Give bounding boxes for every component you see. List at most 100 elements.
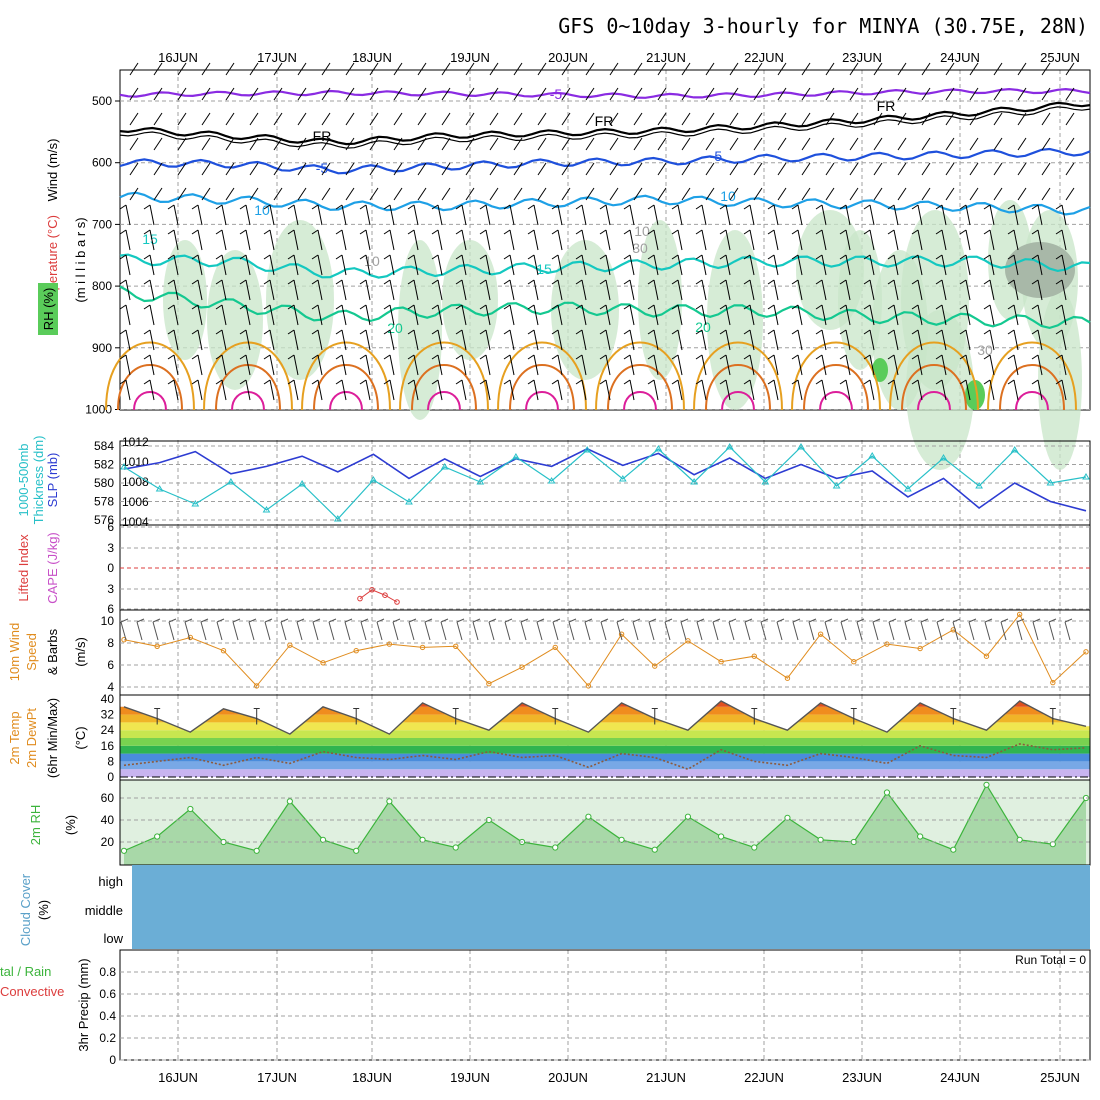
wind-barb [677, 229, 683, 251]
wind-barb-flag [767, 254, 775, 260]
wind-barb [773, 279, 779, 301]
wind-barb-flag [479, 204, 487, 210]
warm-contour [117, 364, 183, 411]
wind-barb [825, 187, 835, 201]
wind-barb [437, 229, 443, 251]
wind-barb-flag [1055, 329, 1063, 335]
wind-barb-flag [479, 379, 487, 385]
wind-barb-flag [287, 254, 295, 260]
wind-barb-flag [527, 379, 535, 385]
wind-barb [777, 62, 787, 76]
wind-barb-flag [647, 204, 655, 210]
wind10-barb-flag [1016, 618, 1025, 623]
wind-barb-flag [335, 279, 343, 285]
wind-barb [273, 112, 283, 126]
warm-contour [803, 364, 869, 411]
wind-barb-flag [767, 354, 775, 360]
wind-barb [681, 87, 691, 101]
bottom-date-label: 18JUN [352, 1070, 392, 1085]
wind-barb-flag [959, 329, 967, 335]
wind-barb-flag [551, 304, 559, 310]
wind10-barb [328, 621, 335, 641]
wind-barb [657, 112, 667, 126]
wind-barb [1013, 229, 1019, 251]
rh2m-tick-label: 60 [101, 791, 115, 805]
wind-barb-flag [455, 379, 463, 385]
wind-barb [437, 254, 443, 276]
wind10-barb-flag [1048, 618, 1057, 623]
wind-barb [797, 204, 803, 226]
wind-barb [941, 304, 947, 326]
warm-contour [693, 341, 783, 411]
wind-barb [701, 304, 707, 326]
wind-barb [989, 354, 995, 376]
wind10-barb [488, 621, 495, 641]
wind-barb-flag [335, 354, 343, 360]
wind-barb [801, 187, 811, 201]
wind-barb [893, 329, 899, 351]
wind10-barb-flag [440, 618, 449, 623]
wind10-point [1016, 611, 1023, 618]
wind-barb [345, 62, 355, 76]
contour-label: -5 [550, 86, 563, 102]
wind-barb-flag [671, 204, 679, 210]
warm-contour [987, 341, 1077, 411]
wind-barb [125, 329, 131, 351]
wind-barb-flag [287, 329, 295, 335]
wind-barb-flag [815, 254, 823, 260]
contour-label: 15 [536, 261, 552, 277]
wind-barb-flag [791, 379, 799, 385]
wind10-barb [696, 621, 703, 641]
millibars-axis-label: (m i l l i b a r s) [73, 217, 88, 302]
bottom-date-label: 25JUN [1040, 1070, 1080, 1085]
slp-point [761, 478, 770, 485]
wind10-point [253, 683, 260, 689]
wind10-point [851, 659, 857, 665]
wind-barb [557, 254, 563, 276]
wind-barb-flag [575, 304, 583, 310]
wind-barb [365, 354, 371, 376]
wind-barb [705, 162, 715, 176]
wind-barb [1061, 379, 1067, 401]
wind-barb-flag [239, 354, 247, 360]
wind-barb [437, 304, 443, 326]
wind-barb [657, 137, 667, 151]
wind-barb [1013, 279, 1019, 301]
wind-barb-flag [575, 204, 583, 210]
wind-barb [1061, 254, 1067, 276]
wind-barb-flag [983, 279, 991, 285]
wind-barb-flag [215, 304, 223, 310]
wind10-barb-flag [1000, 618, 1009, 623]
wind-barb [125, 304, 131, 326]
rh2m-point [187, 805, 194, 813]
wind-barb [629, 304, 635, 326]
wind-barb-flag [143, 304, 151, 310]
wind-barb [921, 112, 931, 126]
cape-axis-label: CAPE (J/kg) [45, 532, 60, 604]
wind-barb-flag [671, 329, 679, 335]
wind-barb-flag [407, 354, 415, 360]
wind-barb-flag [1007, 354, 1015, 360]
wind-barb [893, 204, 899, 226]
wind-barb [749, 229, 755, 251]
wind-barb-flag [815, 379, 823, 385]
wind-barb [489, 112, 499, 126]
wind-barb-flag [551, 354, 559, 360]
wind-barb [341, 329, 347, 351]
wind-barb-flag [839, 304, 847, 310]
top-date-label: 21JUN [646, 50, 686, 65]
precip-tick-label: 0.2 [99, 1031, 116, 1045]
wind-barb-flag [407, 254, 415, 260]
wind-barb [965, 229, 971, 251]
wind10-units-label: (m/s) [73, 637, 88, 667]
wind-barb [509, 254, 515, 276]
wind-barb-flag [263, 279, 271, 285]
wind-barb-flag [887, 329, 895, 335]
wind-barb [557, 354, 563, 376]
wind-barb-flag [743, 229, 751, 235]
wind-barb-flag [935, 329, 943, 335]
wind-barb [389, 354, 395, 376]
wind-barb-flag [167, 329, 175, 335]
wind-barb [629, 254, 635, 276]
wind-barb [273, 187, 283, 201]
